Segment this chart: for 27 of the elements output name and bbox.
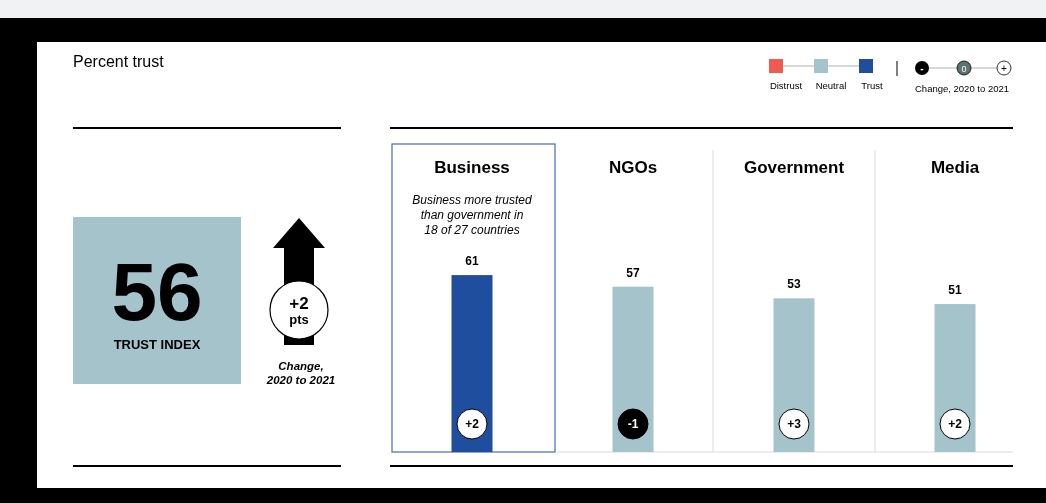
text: Change, 2020 to 2021 [265, 360, 336, 386]
x-tick-label: Government [743, 158, 845, 177]
text: TRUST INDEX [113, 337, 201, 352]
text: - [920, 62, 924, 74]
x-tick-label: Media [930, 158, 980, 177]
text: + [1001, 62, 1008, 74]
x-tick-label: NGOs [608, 158, 658, 177]
annotation: +3 [787, 417, 802, 431]
data-label: 51 [948, 283, 962, 298]
data-label: 53 [787, 277, 801, 292]
data-label: 57 [626, 265, 640, 280]
text: 56 [111, 246, 203, 337]
legend-label: Distrust [769, 80, 803, 91]
text: +2 [289, 294, 309, 313]
legend-label: Neutral [815, 80, 847, 91]
text: Business more trusted than government in 18 of 27 countries [412, 193, 533, 237]
x-tick-label: Business [434, 158, 510, 177]
annotation: +2 [948, 417, 963, 431]
legend-label: Trust [861, 80, 883, 91]
text: pts [289, 312, 309, 327]
data-label: 61 [465, 254, 479, 269]
text: Percent trust [73, 53, 165, 70]
annotation: -1 [627, 417, 639, 431]
bar [451, 275, 493, 452]
text: Change, 2020 to 2021 [914, 83, 1010, 94]
text: 0 [961, 63, 967, 74]
annotation: +2 [465, 417, 480, 431]
